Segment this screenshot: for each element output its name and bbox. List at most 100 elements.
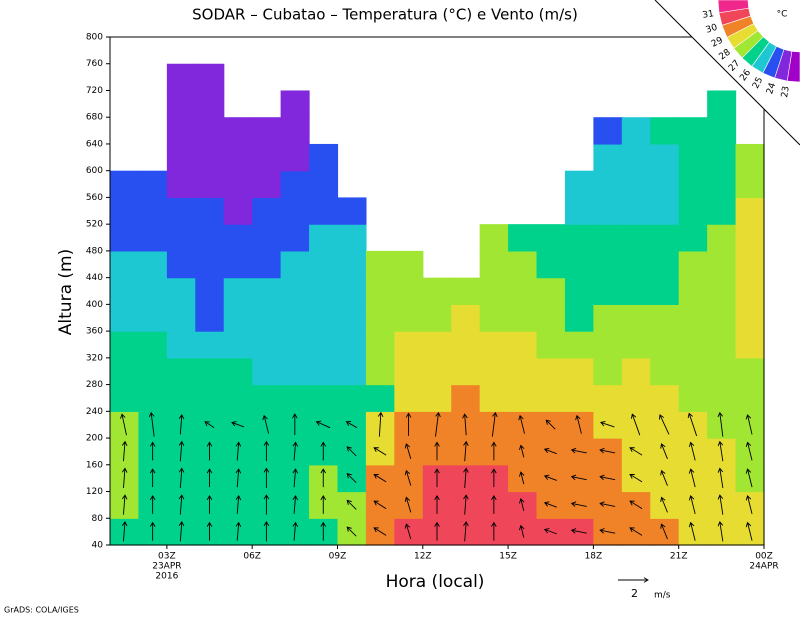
heat-cell: [309, 250, 339, 279]
heat-cell: [707, 117, 737, 145]
wind-arrow: [292, 413, 298, 436]
heat-cell: [252, 331, 282, 359]
heat-cell: [707, 357, 737, 386]
wind-arrow: [235, 468, 242, 488]
heat-cell: [337, 357, 367, 386]
heat-cell: [365, 250, 395, 279]
heat-cell: [479, 224, 509, 252]
colorbar-label: 31: [702, 9, 715, 21]
heat-cell: [309, 170, 339, 199]
colorbar-label: 24: [765, 81, 778, 95]
heat-cell: [735, 143, 765, 172]
wind-arrow: [231, 421, 245, 428]
heat-cell: [138, 357, 168, 386]
heat-cell: [564, 384, 594, 412]
heat-cell: [223, 197, 253, 225]
wind-arrow: [434, 521, 440, 541]
y-tick-label: 160: [86, 460, 103, 470]
y-tick-label: 320: [86, 353, 103, 363]
heat-cell: [593, 250, 623, 279]
wind-arrow: [178, 440, 185, 462]
heat-cell: [422, 357, 452, 386]
heat-cell: [593, 170, 623, 199]
wind-arrow: [599, 447, 616, 454]
wind-arrow: [204, 421, 215, 429]
heat-cell: [309, 277, 339, 305]
heat-cell: [110, 331, 140, 359]
wind-arrow: [491, 468, 497, 488]
wind-arrow: [491, 441, 497, 461]
heat-cell: [166, 331, 196, 359]
y-tick-label: 480: [86, 246, 103, 256]
heat-cell: [678, 197, 708, 225]
wind-arrow: [660, 469, 668, 486]
y-tick-label: 360: [86, 327, 103, 337]
heat-cell: [735, 304, 765, 332]
heat-cell: [252, 277, 282, 305]
heat-cell: [365, 277, 395, 305]
heat-cell: [195, 197, 225, 225]
heat-cell: [508, 384, 538, 412]
heat-cell: [138, 277, 168, 305]
heat-cell: [707, 224, 737, 252]
heat-cell: [707, 304, 737, 332]
wind-arrow: [745, 414, 753, 435]
wind-scale-unit: m/s: [654, 591, 671, 601]
heat-cell: [650, 304, 680, 332]
x-date-label: 23APR: [152, 562, 181, 572]
y-tick-label: 40: [92, 541, 104, 551]
heat-cell: [650, 357, 680, 386]
y-tick-label: 240: [86, 407, 103, 417]
x-date-label: 2016: [155, 572, 178, 582]
heat-cell: [621, 250, 651, 279]
wind-arrow: [629, 500, 643, 510]
wind-arrow: [206, 468, 213, 488]
wind-arrow: [629, 473, 643, 483]
heat-cell: [138, 170, 168, 199]
wind-scale-label: 2: [631, 587, 638, 600]
heat-cell: [678, 224, 708, 252]
heat-cell: [110, 384, 140, 412]
heat-cell: [678, 357, 708, 386]
colorbar-segment: [717, 0, 749, 14]
wind-arrow: [463, 494, 469, 515]
colorbar-divider: [654, 0, 800, 146]
heat-cell: [621, 357, 651, 386]
heat-cell: [110, 277, 140, 305]
heat-cell: [621, 384, 651, 412]
wind-arrow: [745, 441, 753, 461]
heat-cell: [337, 304, 367, 332]
wind-arrow: [178, 521, 185, 542]
wind-arrow: [599, 474, 616, 481]
heat-cell: [280, 143, 310, 172]
heat-cell: [166, 197, 196, 225]
heat-cell: [394, 304, 424, 332]
wind-arrow: [688, 441, 696, 461]
heat-cell: [195, 384, 225, 412]
heat-cell: [309, 224, 339, 252]
wind-arrow: [519, 524, 525, 538]
heat-cell: [252, 250, 282, 279]
heat-cell: [707, 250, 737, 279]
wind-arrow: [717, 440, 724, 462]
heat-cell: [451, 331, 481, 359]
heat-cell: [678, 250, 708, 279]
wind-arrow: [717, 411, 724, 437]
wind-arrow: [688, 495, 696, 515]
heat-cell: [110, 197, 140, 225]
wind-arrow: [346, 446, 357, 457]
heat-cell: [195, 90, 225, 118]
heat-cell: [707, 143, 737, 172]
x-tick-label: 18Z: [585, 552, 603, 562]
axes: 40 80 120 160 200 240 280 320 360 400 440 480 520 560…: [86, 33, 779, 582]
heat-cell: [678, 277, 708, 305]
wind-arrow: [687, 412, 698, 437]
wind-arrow: [235, 441, 242, 461]
wind-arrow: [660, 443, 668, 460]
heat-cell: [479, 277, 509, 305]
wind-arrow: [320, 495, 327, 514]
heat-cell: [195, 224, 225, 252]
wind-arrow: [491, 495, 497, 514]
heat-cell: [707, 90, 737, 118]
